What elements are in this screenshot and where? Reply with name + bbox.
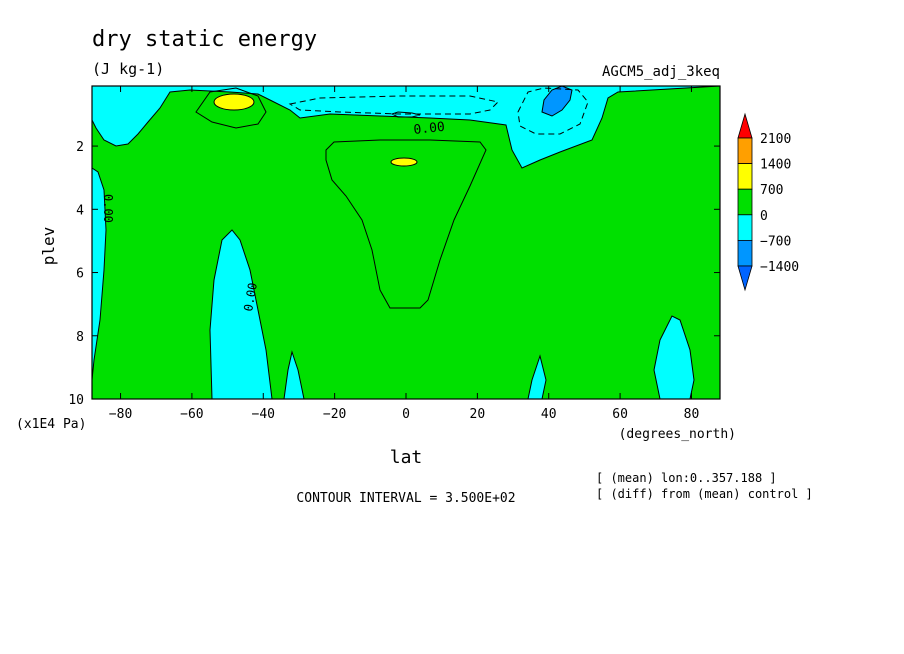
contour-line-small-dashed <box>390 111 421 118</box>
x-tick-label: 40 <box>541 407 557 422</box>
x-tick-label: 80 <box>684 407 700 422</box>
x-tick-label: −20 <box>323 407 346 422</box>
y-axis: 2 4 6 8 10 <box>68 140 720 408</box>
y-axis-units: (x1E4 Pa) <box>16 417 86 432</box>
yellow-region-equator <box>390 157 418 167</box>
contour-interval-text: CONTOUR INTERVAL = 3.500E+02 <box>296 491 515 506</box>
colorbar-label: 1400 <box>760 158 791 173</box>
y-tick-label: 8 <box>76 330 84 345</box>
plot-background <box>92 86 720 399</box>
contour-line-dashed-top <box>288 95 500 115</box>
contour-label-south-midlat: 0.00 <box>241 282 260 313</box>
colorbar-label: 2100 <box>760 132 791 147</box>
chart-units: (J kg-1) <box>92 60 164 78</box>
colorbar-arrow-top <box>737 112 753 139</box>
colorbar-swatch <box>737 163 753 190</box>
colorbar-swatch <box>737 188 753 216</box>
colorbar-swatch <box>737 214 753 241</box>
x-tick-label: 0 <box>402 407 410 422</box>
experiment-label: AGCM5_adj_3keq <box>602 64 720 80</box>
plot-area: 0.00 0.00 0.00 <box>91 85 721 400</box>
x-tick-label: 20 <box>470 407 486 422</box>
colorbar-arrow-bottom <box>737 265 753 292</box>
cyan-region-left-edge <box>91 167 107 381</box>
contour-label-top: 0.00 <box>413 120 446 138</box>
y-axis-label: plev <box>39 227 58 266</box>
x-axis: −80 −60 −40 −20 0 20 40 60 80 <box>109 86 699 422</box>
colorbar: 2100 1400 700 0 −700 −1400 <box>737 112 799 292</box>
cyan-region-north-highlat <box>653 315 695 400</box>
note-mean-lon: [ (mean) lon:0..357.188 ] <box>596 471 777 485</box>
colorbar-swatch <box>737 239 753 267</box>
contour-line-350-south <box>195 87 267 129</box>
colorbar-swatch <box>737 137 753 165</box>
x-tick-label: −40 <box>252 407 275 422</box>
yellow-region-south <box>213 93 255 111</box>
x-axis-units: (degrees_north) <box>619 427 736 442</box>
x-tick-label: −80 <box>109 407 132 422</box>
y-tick-label: 4 <box>76 203 84 218</box>
y-tick-label: 10 <box>68 393 84 408</box>
x-axis-label: lat <box>390 447 423 468</box>
y-tick-label: 2 <box>76 140 84 155</box>
contour-label-left: 0.00 <box>101 194 115 223</box>
cyan-region-south-midlat <box>209 229 273 400</box>
contour-line-dashed-north <box>517 87 589 135</box>
chart-title: dry static energy <box>92 27 317 52</box>
x-tick-label: −60 <box>180 407 203 422</box>
colorbar-label: −1400 <box>760 260 799 275</box>
colorbar-label: 700 <box>760 183 783 198</box>
blue-region-north <box>541 85 573 117</box>
colorbar-label: 0 <box>760 209 768 224</box>
contour-line-350-equator <box>325 139 487 309</box>
x-tick-label: 60 <box>612 407 628 422</box>
colorbar-label: −700 <box>760 234 791 249</box>
note-diff-control: [ (diff) from (mean) control ] <box>596 487 813 501</box>
y-tick-label: 6 <box>76 267 84 282</box>
